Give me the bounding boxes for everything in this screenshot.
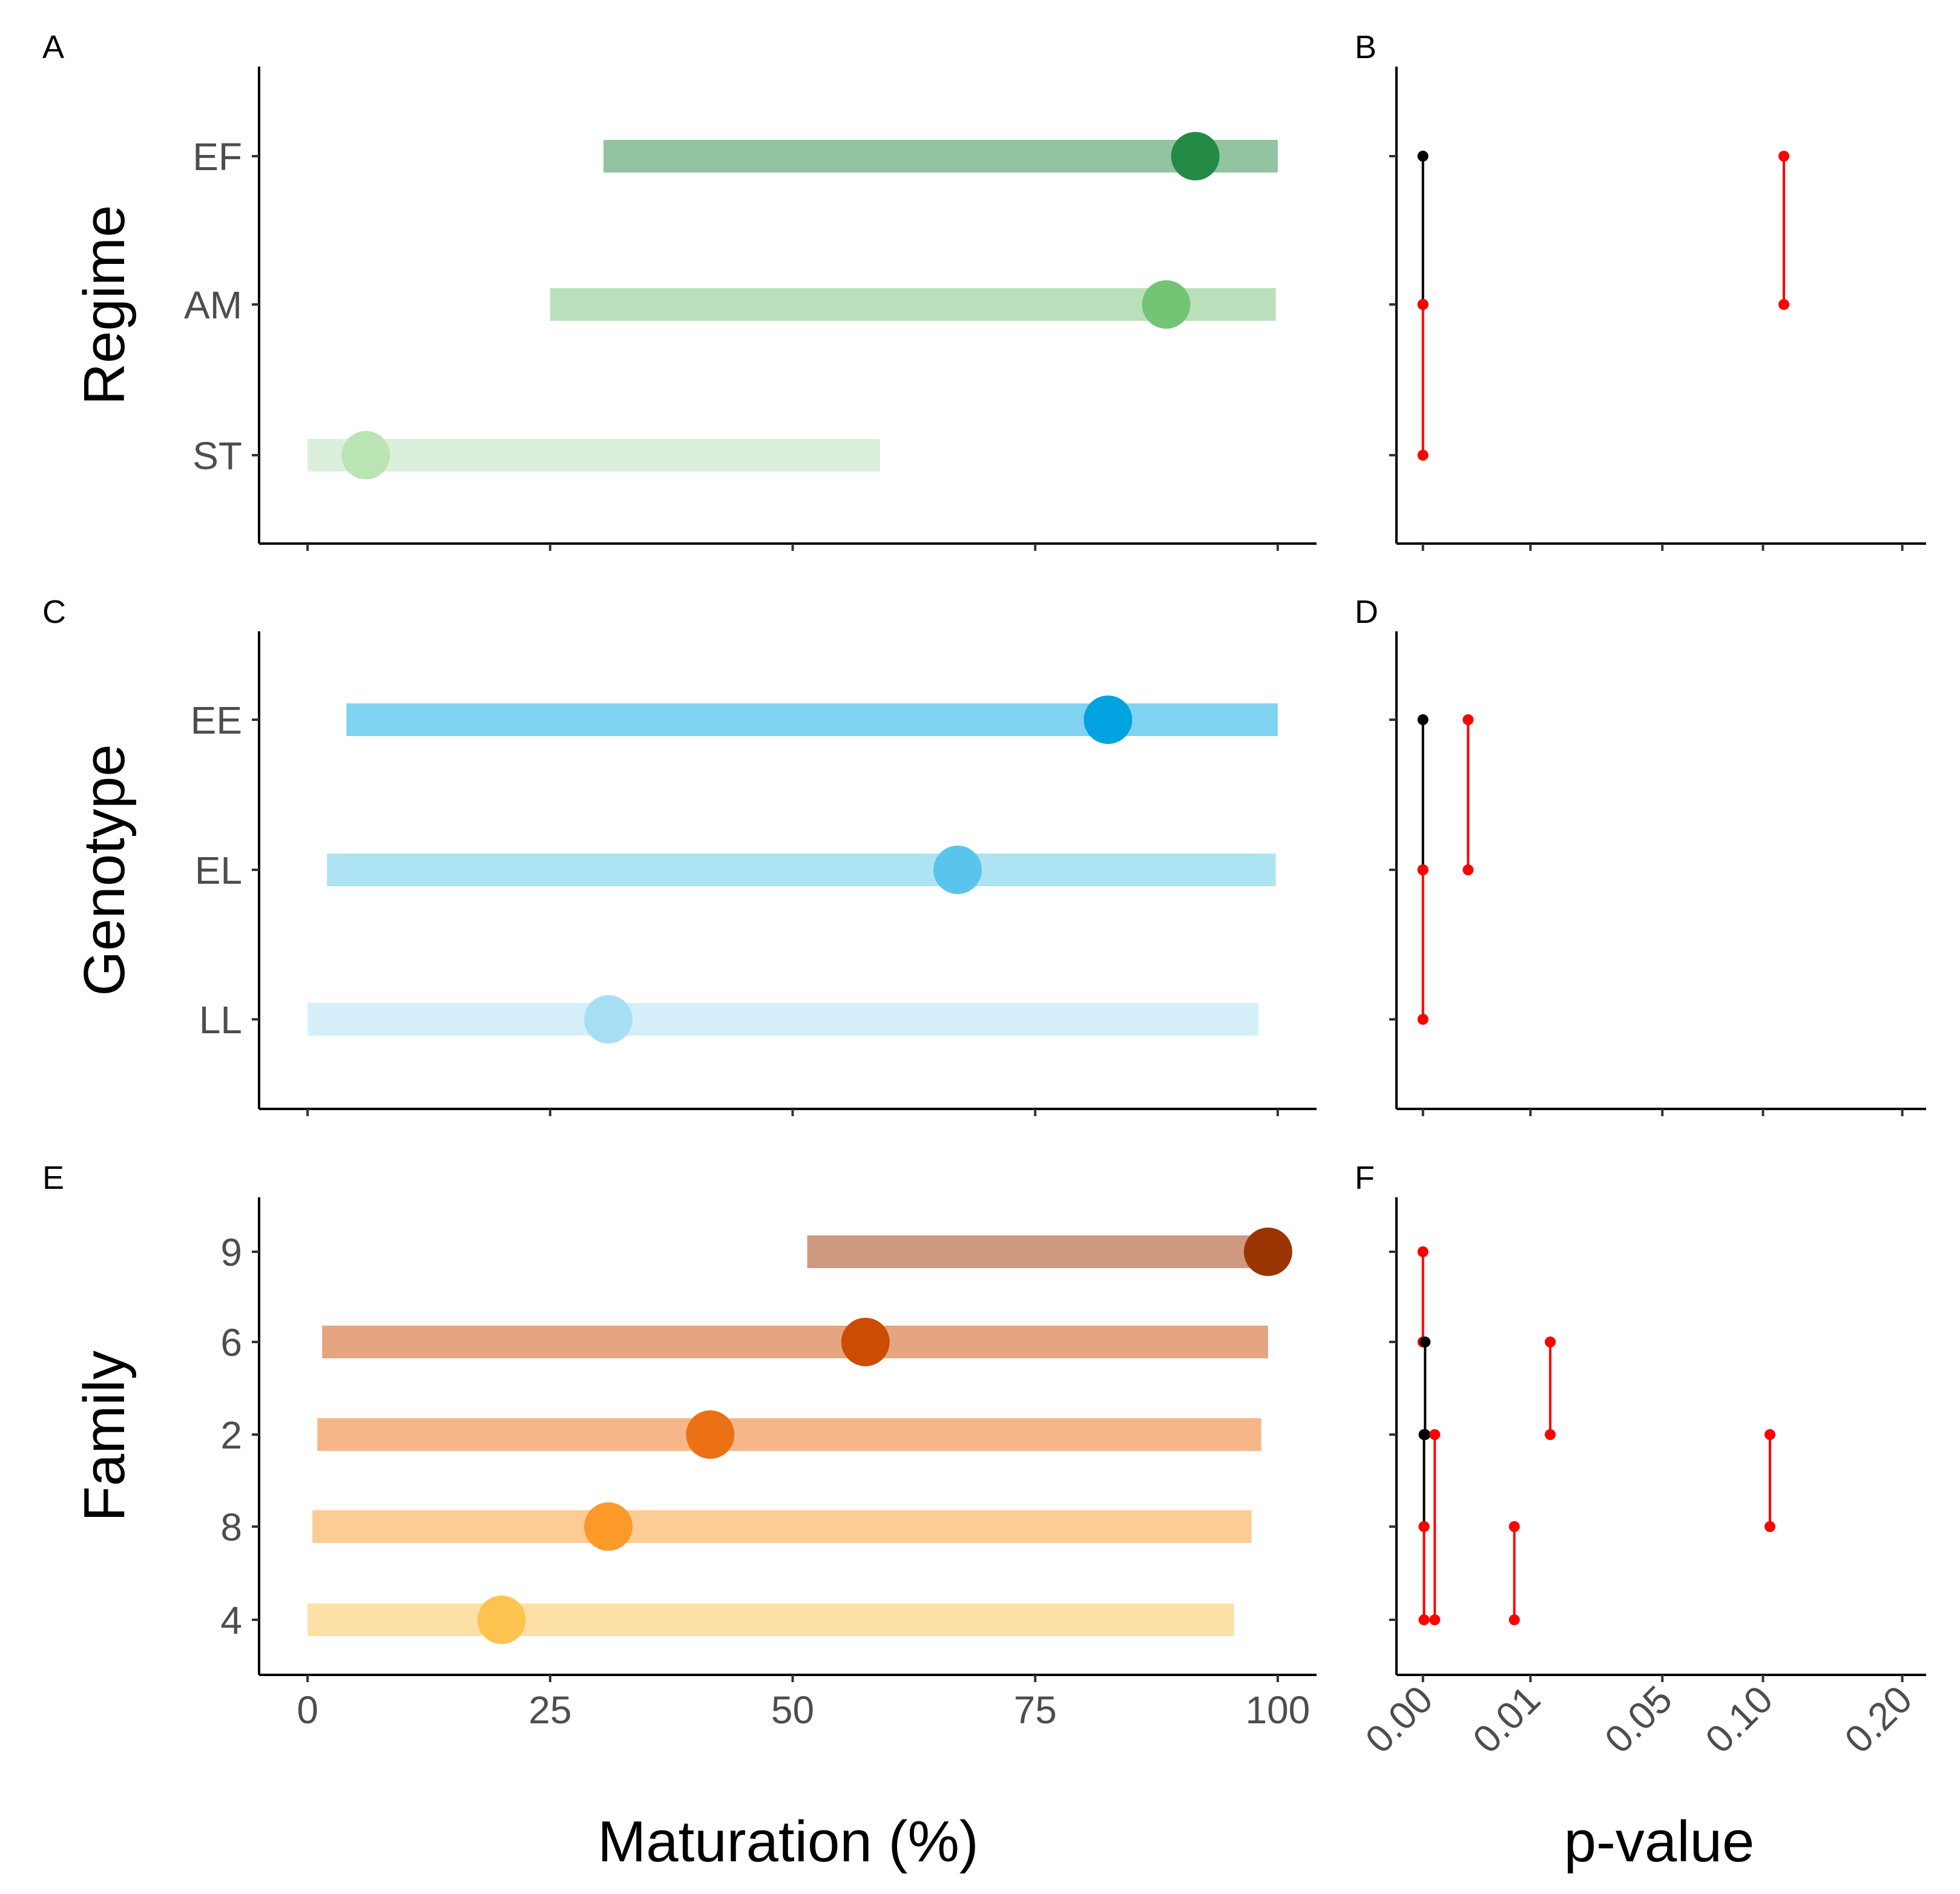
x-tick-label: 0	[297, 1688, 318, 1732]
point-estimate	[933, 846, 982, 894]
interval-bar	[317, 1418, 1261, 1451]
point-estimate	[341, 431, 390, 479]
p-axis-title: p-value	[1564, 1809, 1755, 1874]
x-tick-label: 50	[771, 1688, 814, 1732]
point-estimate	[1243, 1228, 1292, 1276]
pvalue-point	[1417, 151, 1429, 162]
pvalue-point	[1418, 1521, 1430, 1532]
category-label: 2	[220, 1413, 242, 1457]
category-label: LL	[199, 998, 242, 1042]
pvalue-point	[1545, 1429, 1556, 1440]
panel-letter-right: D	[1355, 594, 1378, 630]
category-label: EL	[195, 849, 242, 892]
point-estimate	[1171, 132, 1220, 180]
point-estimate	[841, 1318, 890, 1366]
panel-letter-left: E	[42, 1160, 64, 1196]
y-axis-title: Genotype	[72, 744, 137, 996]
pvalue-point	[1417, 714, 1429, 725]
pvalue-point	[1778, 299, 1790, 310]
interval-bar	[346, 703, 1278, 736]
interval-bar	[807, 1235, 1273, 1268]
pvalue-point	[1417, 1014, 1429, 1025]
point-estimate	[1142, 280, 1191, 329]
point-estimate	[686, 1410, 735, 1459]
pvalue-point	[1429, 1614, 1441, 1625]
pvalue-point	[1429, 1429, 1441, 1440]
point-estimate	[584, 1502, 633, 1551]
category-label: EF	[192, 135, 242, 179]
pvalue-point	[1417, 1246, 1429, 1257]
pvalue-point	[1418, 1614, 1430, 1625]
category-label: EE	[191, 699, 242, 742]
pvalue-point	[1417, 299, 1429, 310]
interval-bar	[312, 1510, 1252, 1543]
panel-letter-left: C	[42, 594, 66, 630]
category-label: AM	[184, 283, 242, 327]
category-label: ST	[192, 434, 242, 478]
pvalue-point	[1417, 450, 1429, 461]
pvalue-point	[1545, 1337, 1556, 1347]
pvalue-point	[1462, 714, 1474, 725]
panel-regime: A B Regime EF AM ST	[42, 29, 1926, 551]
point-estimate	[1084, 695, 1133, 744]
pvalue-point	[1417, 864, 1429, 875]
interval-bar	[327, 853, 1276, 886]
interval-bar	[307, 1003, 1258, 1036]
panel-letter-right: F	[1355, 1160, 1375, 1196]
panel-letter-right: B	[1355, 29, 1376, 65]
pvalue-point	[1418, 1429, 1430, 1440]
pvalue-point	[1462, 864, 1474, 875]
x-axis-title: Maturation (%)	[597, 1809, 979, 1874]
pvalue-point	[1764, 1521, 1776, 1532]
pvalue-point	[1508, 1521, 1520, 1532]
interval-bar	[307, 439, 880, 472]
y-axis-title: Regime	[72, 205, 137, 406]
interval-bar	[603, 140, 1278, 173]
y-axis-title: Family	[72, 1350, 137, 1522]
category-label: 6	[220, 1321, 242, 1364]
category-label: 8	[220, 1505, 242, 1549]
point-estimate	[477, 1596, 526, 1644]
pvalue-point	[1508, 1614, 1520, 1625]
pvalue-point	[1764, 1429, 1776, 1440]
x-tick-label: 25	[528, 1688, 571, 1732]
x-tick-label: 75	[1014, 1688, 1057, 1732]
pvalue-point	[1778, 151, 1790, 162]
pvalue-point	[1419, 1337, 1431, 1347]
interval-bar	[322, 1326, 1268, 1358]
category-label: 9	[220, 1231, 242, 1274]
panel-genotype: C D Genotype EE EL LL	[42, 594, 1926, 1116]
panel-letter-left: A	[42, 29, 64, 65]
category-label: 4	[220, 1599, 242, 1642]
interval-bar	[307, 1603, 1234, 1636]
x-tick-label: 100	[1245, 1688, 1310, 1732]
point-estimate	[584, 995, 633, 1044]
